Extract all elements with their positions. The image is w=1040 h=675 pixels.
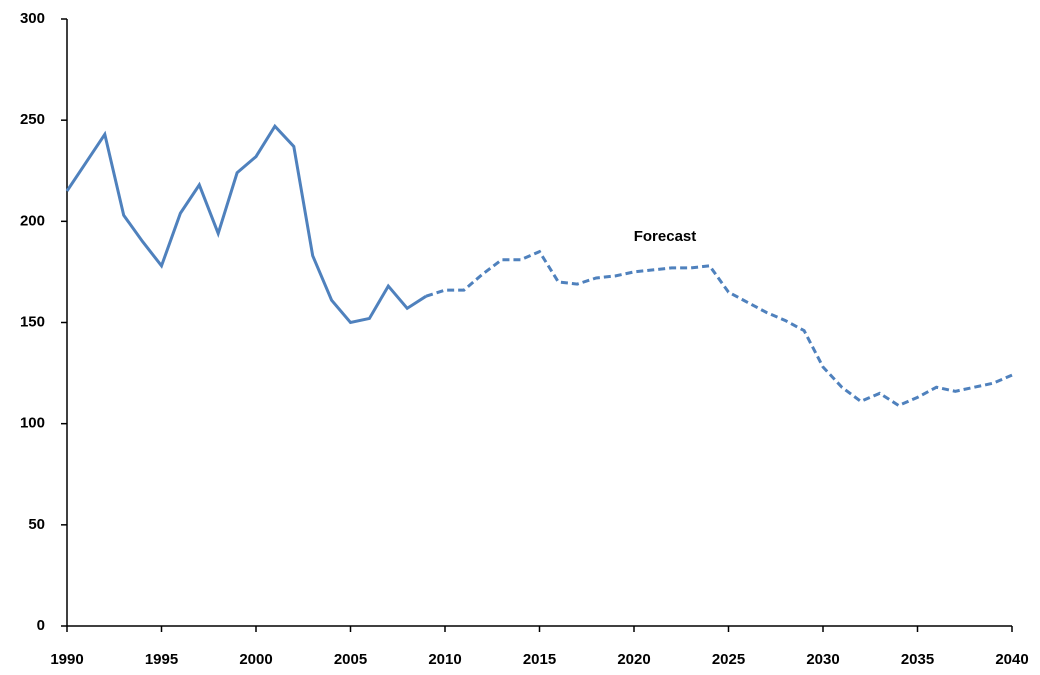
x-tick-label: 2000 (239, 651, 272, 668)
y-tick-label: 300 (20, 10, 45, 27)
x-tick-label: 1990 (50, 651, 83, 668)
y-tick-label: 50 (28, 516, 45, 533)
x-tick-label: 2015 (523, 651, 556, 668)
y-tick-label: 250 (20, 111, 45, 128)
x-tick-label: 2020 (617, 651, 650, 668)
x-tick-label: 2030 (806, 651, 839, 668)
y-tick-label: 100 (20, 415, 45, 432)
x-tick-label: 2025 (712, 651, 745, 668)
x-tick-label: 1995 (145, 651, 178, 668)
line-series (425, 249, 1013, 408)
x-tick-label: 2035 (901, 651, 934, 668)
y-tick-label: 150 (20, 313, 45, 330)
line-series (65, 123, 427, 325)
x-tick-label: 2005 (334, 651, 367, 668)
x-tick-label: 2010 (428, 651, 461, 668)
x-tick-label: 2040 (995, 651, 1028, 668)
y-tick-label: 0 (37, 617, 45, 634)
annotation: Forecast (634, 228, 697, 245)
y-tick-label: 200 (20, 212, 45, 229)
